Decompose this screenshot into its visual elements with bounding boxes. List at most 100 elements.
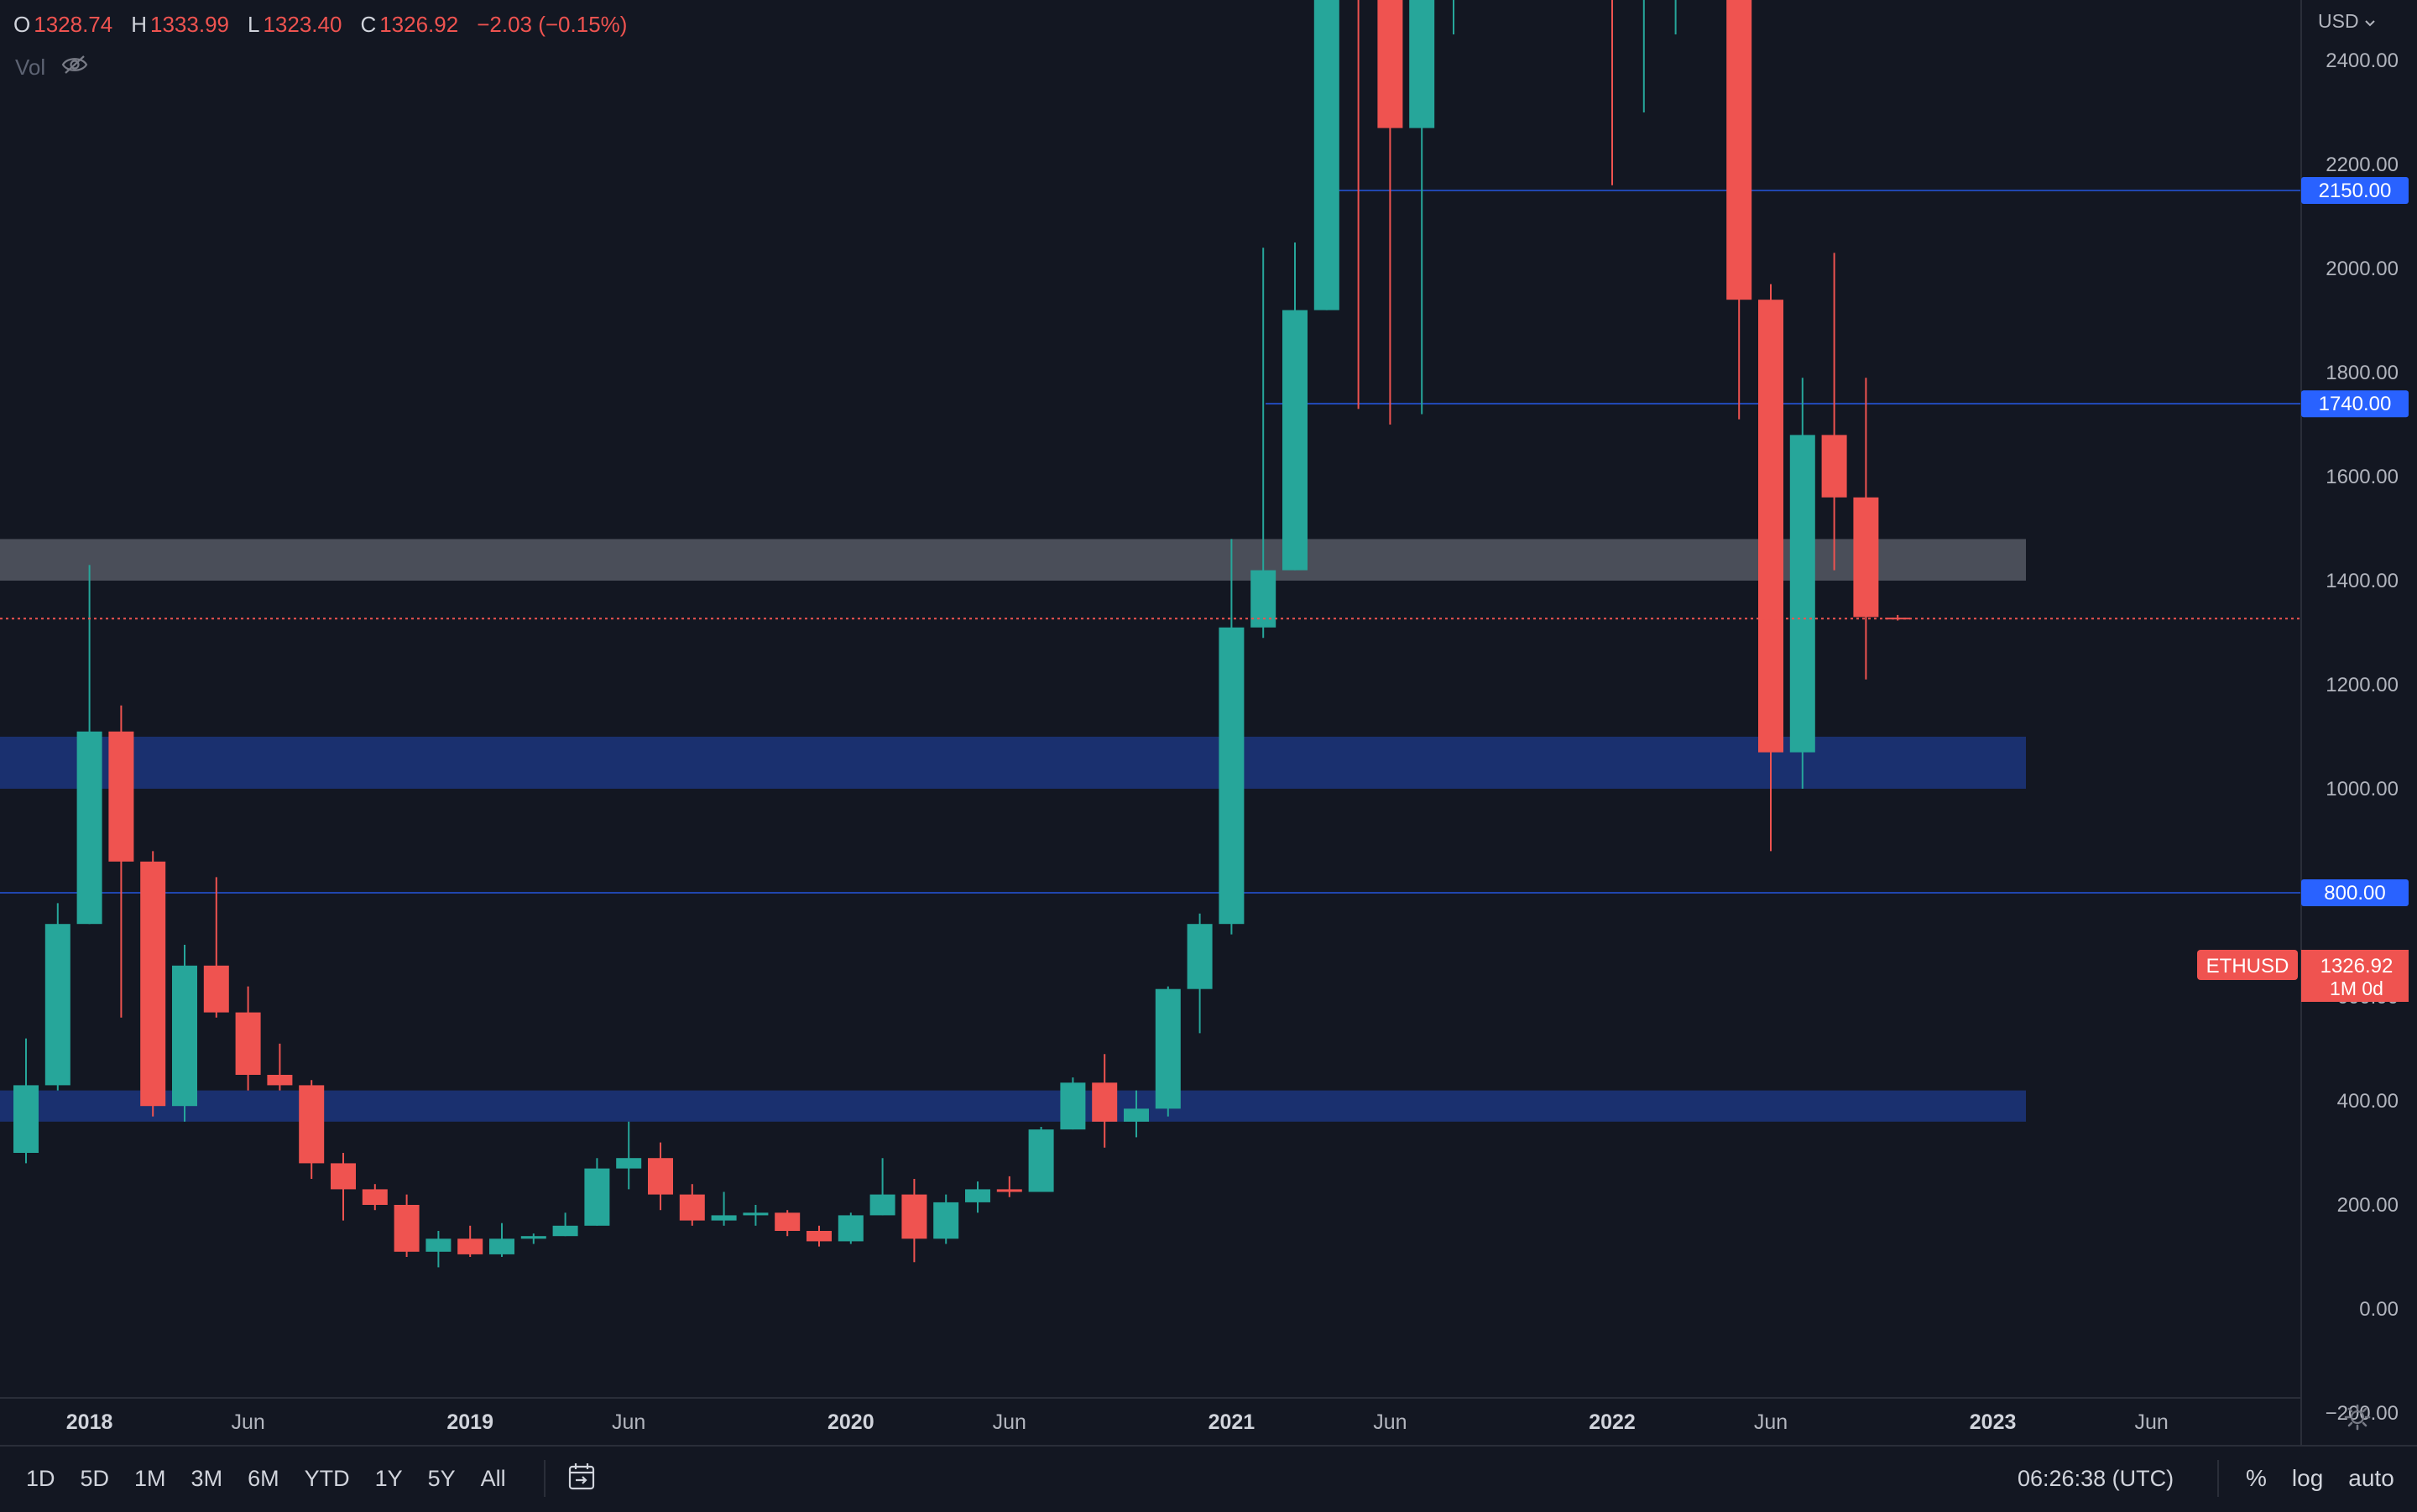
- candle-body: [1409, 0, 1435, 128]
- level-label-bg: [2301, 879, 2409, 906]
- close-key: C: [360, 12, 377, 37]
- range-5y-button[interactable]: 5Y: [427, 1466, 456, 1491]
- candle-up: [1028, 1127, 1054, 1192]
- low-key: L: [247, 12, 260, 37]
- candle-body: [1282, 310, 1308, 571]
- candle-body: [1028, 1129, 1054, 1192]
- candle-up: [1674, 0, 1677, 34]
- price-tick-label: 1600.00: [2326, 466, 2399, 488]
- candle-body: [933, 1202, 959, 1239]
- utc-clock[interactable]: 06:26:38 (UTC): [2018, 1466, 2174, 1491]
- year-tick-label: 2020: [827, 1410, 874, 1434]
- candle-body: [331, 1163, 356, 1190]
- candle-down: [807, 1225, 832, 1247]
- candle-body: [648, 1158, 673, 1195]
- candle-up: [76, 565, 102, 925]
- candle-body: [775, 1212, 801, 1231]
- candle-body: [235, 1012, 261, 1075]
- candle-down: [394, 1194, 420, 1257]
- month-tick-label: Jun: [993, 1410, 1026, 1434]
- candle-down: [901, 1179, 927, 1263]
- range-ytd-button[interactable]: YTD: [304, 1466, 350, 1491]
- year-tick-label: 2023: [1970, 1410, 2017, 1434]
- candle-body: [1060, 1082, 1086, 1130]
- candle-up: [1124, 1090, 1149, 1138]
- candle-down: [108, 705, 134, 1018]
- bottom-toolbar: 1D 5D 1M 3M 6M YTD 1Y 5Y All 06:26:38 (U…: [0, 1445, 2417, 1512]
- year-tick-label: 2019: [446, 1410, 493, 1434]
- low-value: 1323.40: [263, 12, 342, 37]
- high-value: 1333.99: [150, 12, 229, 37]
- eye-hidden-icon[interactable]: [60, 54, 89, 81]
- range-3m-button[interactable]: 3M: [191, 1466, 223, 1491]
- resistance-zone-gray: [0, 539, 2026, 581]
- year-tick-label: 2021: [1208, 1410, 1255, 1434]
- toolbar-separator: [2217, 1460, 2219, 1497]
- candle-up: [1155, 986, 1181, 1117]
- high-key: H: [131, 12, 147, 37]
- range-1m-button[interactable]: 1M: [134, 1466, 166, 1491]
- gear-icon[interactable]: [2343, 1403, 2372, 1436]
- level-label: 2150.00: [2319, 180, 2392, 202]
- candle-up: [1409, 0, 1435, 414]
- candle-down: [648, 1142, 673, 1211]
- symbol-tag: ETHUSD: [2206, 955, 2289, 978]
- range-1y-button[interactable]: 1Y: [374, 1466, 403, 1491]
- month-tick-label: Jun: [1373, 1410, 1407, 1434]
- candle-body: [869, 1194, 895, 1216]
- auto-toggle[interactable]: auto: [2348, 1465, 2394, 1491]
- candle-body: [552, 1225, 578, 1237]
- candle-up: [552, 1212, 578, 1237]
- price-axis[interactable]: −200.000.00200.00400.00600.00800.001000.…: [2326, 0, 2399, 1425]
- goto-date-icon[interactable]: [566, 1460, 599, 1498]
- candle-up: [933, 1194, 959, 1244]
- candle-body: [1092, 1082, 1118, 1122]
- candle-body: [1124, 1108, 1149, 1122]
- candle-down: [1885, 614, 1911, 621]
- price-tick-label: 1200.00: [2326, 674, 2399, 696]
- candle-up: [1187, 913, 1213, 1034]
- candle-body: [520, 1236, 546, 1239]
- candle-body: [838, 1215, 864, 1242]
- range-6m-button[interactable]: 6M: [248, 1466, 279, 1491]
- time-axis[interactable]: 2018 Jun 2019 Jun 2020 Jun 2021 Jun 2022 Jun 2023 J…: [66, 1410, 2169, 1434]
- percent-toggle[interactable]: %: [2246, 1465, 2267, 1491]
- zones-layer: [0, 539, 2026, 1122]
- open-value: 1328.74: [34, 12, 113, 37]
- candle-up: [489, 1223, 514, 1257]
- candle-body: [425, 1238, 452, 1252]
- candle-body: [362, 1189, 388, 1205]
- symbol-tag-bg: [2197, 950, 2298, 980]
- price-tick-label: 2200.00: [2326, 154, 2399, 176]
- range-1d-button[interactable]: 1D: [26, 1466, 55, 1491]
- range-5d-button[interactable]: 5D: [80, 1466, 110, 1491]
- candle-body: [76, 731, 102, 925]
- open-key: O: [13, 12, 31, 37]
- candle-up: [1313, 0, 1339, 310]
- candle-body: [489, 1238, 514, 1254]
- candle-up: [616, 1121, 642, 1190]
- level-label-bg: [2301, 390, 2409, 418]
- scale-toggles: % log auto: [2246, 1463, 2394, 1494]
- candle-body: [1313, 0, 1339, 310]
- month-tick-label: Jun: [231, 1410, 264, 1434]
- price-label: 1326.92: [2320, 955, 2394, 978]
- candle-body: [743, 1212, 769, 1216]
- month-tick-label: Jun: [612, 1410, 645, 1434]
- currency-selector[interactable]: USD: [2318, 10, 2376, 33]
- candle-up: [1789, 378, 1815, 789]
- price-tick-label: 2400.00: [2326, 50, 2399, 72]
- support-zone-blue: [0, 737, 2026, 789]
- candle-up: [869, 1158, 895, 1216]
- candle-up: [1642, 0, 1645, 112]
- candle-body: [1726, 0, 1752, 300]
- range-all-button[interactable]: All: [480, 1466, 506, 1491]
- candle-down: [996, 1176, 1022, 1197]
- log-toggle[interactable]: log: [2291, 1465, 2324, 1491]
- candle-body: [1758, 300, 1783, 753]
- candle-up: [743, 1205, 769, 1226]
- candle-down: [331, 1153, 356, 1221]
- close-value: 1326.92: [379, 12, 459, 37]
- ohlc-legend: O 1328.74 H 1333.99 L 1323.40 C 1326.92 −2.0…: [13, 12, 645, 38]
